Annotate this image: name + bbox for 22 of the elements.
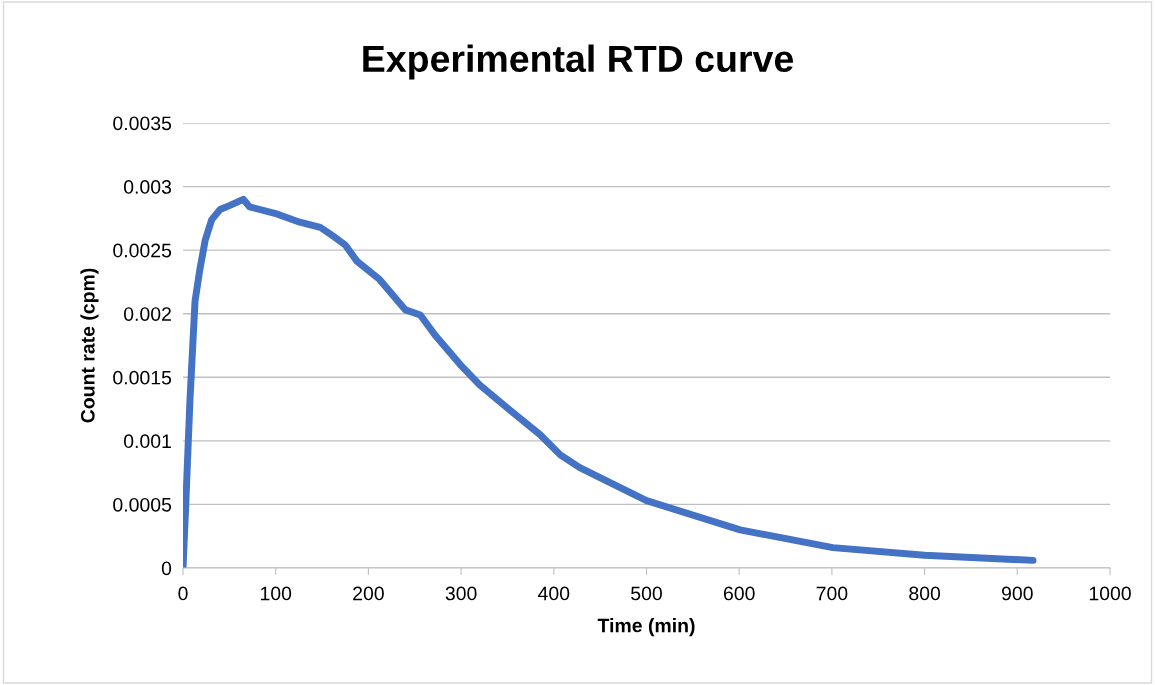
x-tick-label: 800 (909, 586, 941, 601)
x-tick-label: 0 (178, 586, 188, 601)
y-tick-label: 0 (161, 561, 172, 576)
x-tick-label: 300 (445, 586, 477, 601)
x-axis-title: Time (min) (597, 618, 695, 637)
y-tick-label: 0.0025 (113, 243, 172, 258)
x-tick-label: 500 (631, 586, 662, 601)
y-tick-label: 0.003 (123, 180, 172, 194)
y-tick-label: 0.001 (123, 434, 171, 449)
x-tick-label: 400 (538, 586, 570, 601)
y-tick-label: 0.0035 (113, 116, 172, 131)
chart-title: Experimental RTD curve (363, 44, 793, 80)
y-axis-title: Count rate (cpm) (80, 268, 99, 423)
y-tick-label: 0.0015 (113, 370, 172, 385)
y-tick-label: 0.002 (123, 307, 171, 321)
x-tick-label: 900 (1001, 586, 1033, 601)
y-tick-label: 0.0005 (113, 497, 172, 512)
x-tick-label: 1000 (1089, 586, 1131, 601)
x-tick-label: 200 (353, 586, 384, 601)
x-tick-label: 600 (723, 586, 755, 601)
x-tick-label: 700 (816, 586, 848, 601)
x-tick-label: 100 (260, 586, 292, 601)
